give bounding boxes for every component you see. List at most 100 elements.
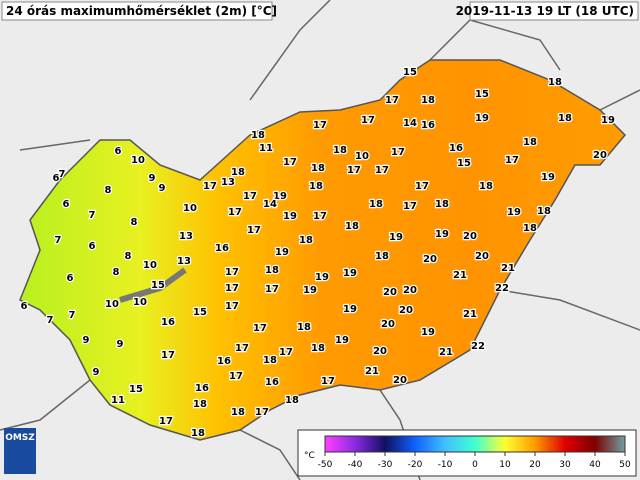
station-value: 19 [343, 268, 357, 279]
station-value: 18 [311, 163, 325, 174]
station-value: 18 [523, 137, 537, 148]
station-value: 17 [347, 165, 361, 176]
station-value: 19 [273, 191, 287, 202]
station-value: 7 [69, 310, 76, 321]
station-value: 18 [251, 130, 265, 141]
station-value: 20 [399, 305, 413, 316]
station-value: 13 [221, 177, 235, 188]
station-value: 20 [593, 150, 607, 161]
station-value: 16 [265, 377, 279, 388]
station-value: 17 [229, 371, 243, 382]
station-value: 10 [355, 151, 369, 162]
station-value: 10 [133, 297, 147, 308]
station-value: 18 [421, 95, 435, 106]
station-value: 7 [59, 169, 66, 180]
station-value: 17 [385, 95, 399, 106]
station-value: 17 [235, 343, 249, 354]
station-value: 17 [159, 416, 173, 427]
station-value: 21 [501, 263, 515, 274]
colorbar-label: -30 [378, 460, 393, 470]
station-value: 18 [558, 113, 572, 124]
station-value: 17 [255, 407, 269, 418]
station-value: 14 [403, 118, 417, 129]
colorbar-label: 50 [619, 460, 631, 470]
title-box [1, 1, 273, 21]
station-value: 19 [283, 211, 297, 222]
station-value: 21 [439, 347, 453, 358]
station-value: 6 [53, 173, 60, 184]
station-value: 19 [303, 285, 317, 296]
station-value: 17 [283, 157, 297, 168]
station-value: 17 [321, 376, 335, 387]
station-value: 21 [463, 309, 477, 320]
station-value: 18 [231, 407, 245, 418]
station-value: 18 [193, 399, 207, 410]
station-value: 18 [265, 265, 279, 276]
station-value: 20 [381, 319, 395, 330]
station-value: 19 [435, 229, 449, 240]
station-value: 17 [279, 347, 293, 358]
station-value: 15 [475, 89, 489, 100]
station-value: 17 [203, 181, 217, 192]
colorbar-label: 20 [529, 460, 541, 470]
station-value: 18 [435, 199, 449, 210]
station-value: 13 [179, 231, 193, 242]
station-value: 19 [601, 115, 615, 126]
station-value: 15 [151, 280, 165, 291]
colorbar [324, 435, 626, 453]
colorbar-label: 10 [499, 460, 511, 470]
station-value: 6 [67, 273, 74, 284]
station-value: 20 [373, 346, 387, 357]
station-value: 8 [125, 251, 132, 262]
station-value: 17 [247, 225, 261, 236]
logo [4, 428, 36, 474]
station-value: 16 [449, 143, 463, 154]
lake-balaton [119, 267, 187, 303]
station-value: 17 [313, 120, 327, 131]
station-value: 19 [475, 113, 489, 124]
station-value: 18 [311, 343, 325, 354]
station-value: 18 [548, 77, 562, 88]
title: 24 órás maximumhőmérséklet (2m) [°C] [6, 4, 277, 18]
station-value: 17 [415, 181, 429, 192]
station-value: 18 [231, 167, 245, 178]
station-value: 8 [131, 217, 138, 228]
colorbar-label: -40 [348, 460, 363, 470]
station-value: 17 [313, 211, 327, 222]
station-value: 20 [423, 254, 437, 265]
colorbar-label: 30 [559, 460, 571, 470]
station-value: 15 [129, 384, 143, 395]
station-value: 9 [117, 339, 124, 350]
station-value: 19 [343, 304, 357, 315]
station-value: 20 [463, 231, 477, 242]
station-value: 16 [195, 383, 209, 394]
station-value: 21 [453, 270, 467, 281]
station-value: 19 [389, 232, 403, 243]
station-value: 17 [253, 323, 267, 334]
station-value: 10 [143, 260, 157, 271]
station-value: 18 [537, 206, 551, 217]
station-value: 17 [225, 267, 239, 278]
station-value: 19 [421, 327, 435, 338]
station-value: 18 [263, 355, 277, 366]
station-value: 19 [315, 272, 329, 283]
station-value: 9 [149, 173, 156, 184]
station-value: 18 [523, 223, 537, 234]
station-value: 18 [333, 145, 347, 156]
station-value: 11 [111, 395, 125, 406]
station-value: 18 [299, 235, 313, 246]
station-value: 8 [105, 185, 112, 196]
station-value: 22 [495, 283, 509, 294]
station-value: 10 [105, 299, 119, 310]
station-value: 11 [259, 143, 273, 154]
logo-text: OMSZ [5, 433, 35, 443]
colorbar-label: 40 [589, 460, 601, 470]
station-value: 10 [183, 203, 197, 214]
station-value: 7 [55, 235, 62, 246]
station-value: 20 [383, 287, 397, 298]
station-value: 10 [131, 155, 145, 166]
station-value: 13 [177, 256, 191, 267]
station-value: 17 [228, 207, 242, 218]
station-value: 14 [263, 199, 277, 210]
colorbar-label: 0 [472, 460, 478, 470]
